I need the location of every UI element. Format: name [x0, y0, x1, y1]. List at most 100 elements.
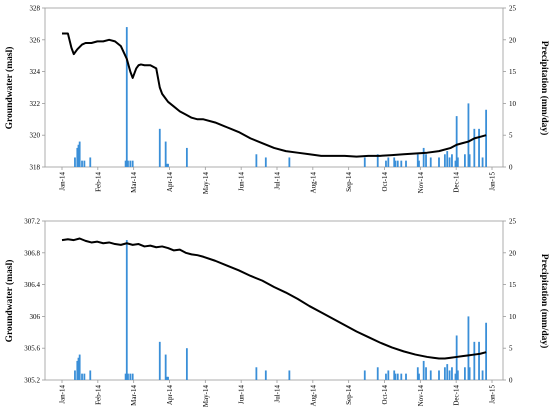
- top-chart-precipitation-bar: [418, 160, 420, 167]
- top-chart-precipitation-bar: [164, 141, 167, 167]
- top-chart-precipitation-bar: [400, 160, 403, 167]
- top-chart-y2-tick-label: 15: [509, 68, 517, 76]
- top-chart-y-tick-label: 328: [30, 5, 41, 13]
- bottom-chart-precipitation-bar: [158, 341, 161, 380]
- bottom-chart-x-tick-label: Aug-14: [309, 385, 317, 407]
- top-chart-precipitation-bar: [422, 147, 425, 167]
- bottom-chart-precipitation-bar: [429, 370, 432, 380]
- top-chart-precipitation-bar: [83, 160, 86, 167]
- bottom-chart-precipitation-bar: [416, 367, 419, 380]
- top-chart-precipitation-bar: [455, 116, 458, 167]
- bottom-chart-x-tick-label: Feb-14: [94, 385, 102, 405]
- bottom-chart-left-axis: 305.2 305.6 306 306.4 306.8 307.2: [24, 218, 45, 385]
- top-chart-y2-label: Precipitation (mm/day): [539, 41, 550, 136]
- bottom-chart-precipitation-bar: [185, 348, 188, 380]
- top-chart-precipitation-bar: [127, 160, 129, 167]
- bottom-chart-precipitation-bar: [78, 354, 81, 380]
- bottom-chart-precipitation-bar: [394, 373, 397, 380]
- bottom-chart-y-tick-label: 305.6: [24, 345, 40, 353]
- bottom-chart-x-tick-label: Oct-14: [381, 385, 389, 405]
- bottom-chart-precipitation-bar: [255, 367, 258, 380]
- top-chart-y2-tick-label: 20: [509, 36, 517, 44]
- top-chart-x-tick-label: Apr-14: [166, 172, 174, 193]
- bottom-chart-precipitation-bar: [376, 367, 379, 380]
- bottom-chart-precipitation-bar: [83, 373, 86, 380]
- top-chart-precipitation-bar: [396, 160, 399, 167]
- bottom-chart-groundwater-line: [61, 237, 487, 360]
- top-chart-x-tick-label: Feb-14: [94, 172, 102, 192]
- top-chart-precipitation-bar: [376, 154, 379, 167]
- top-chart-precipitation-bar: [456, 157, 459, 167]
- bottom-chart-precipitation-bar: [443, 367, 446, 380]
- bottom-chart-x-tick-label: Jul-14: [274, 385, 282, 403]
- top-chart-precipitation-bar: [468, 154, 471, 167]
- bottom-chart-x-tick-label: Sep-14: [345, 385, 353, 405]
- bottom-chart-precipitation-bar: [165, 376, 168, 380]
- bottom-chart-y-label: Groundwater (masl): [4, 260, 15, 343]
- top-chart-precipitation-bar: [464, 154, 466, 167]
- top-chart-precipitation-bar: [167, 163, 169, 167]
- bottom-chart-x-tick-label: Mar-14: [130, 385, 138, 406]
- top-chart-precipitation-bar: [185, 147, 188, 167]
- bottom-chart-precipitation-bar: [76, 360, 79, 380]
- bottom-chart-precipitation-bar: [129, 373, 132, 380]
- top-chart-x-axis: Jan-14 Feb-14 Mar-14 Apr-14 May-14 Jun-14 Jul-…: [59, 167, 497, 194]
- bottom-chart-y2-label: Precipitation (mm/day): [539, 254, 550, 349]
- bottom-chart-precipitation-bar: [467, 316, 470, 380]
- bottom-chart-x-tick-label: Jan-15: [489, 385, 497, 404]
- top-chart-x-tick-label: Jan-14: [59, 172, 67, 191]
- bottom-chart-precipitation-bar: [74, 370, 76, 380]
- top-chart-y2-tick-label: 0: [509, 164, 513, 172]
- top-chart-precipitation-bar: [125, 27, 128, 167]
- bottom-chart-precipitation-bar: [446, 364, 449, 380]
- bottom-chart-plot-area: [44, 220, 504, 381]
- top-chart-precipitation-bar: [89, 157, 92, 167]
- top-chart-x-tick-label: Mar-14: [130, 172, 138, 193]
- top-chart-y2-tick-label: 5: [509, 132, 513, 140]
- bottom-chart-precipitation-bar: [464, 367, 466, 380]
- bottom-chart-y-tick-label: 306: [30, 313, 41, 321]
- top-chart-precipitation-bar: [478, 128, 480, 167]
- top-chart-x-tick-label: May-14: [202, 172, 210, 195]
- top-chart-precipitation-bar: [425, 154, 427, 167]
- top-chart: 318 320 322 324 326 328 0 5 10 15 20 25 Jan-14 Feb-…: [4, 5, 550, 195]
- bottom-chart-precipitation-bar: [131, 373, 134, 380]
- top-chart-precipitation-bar: [451, 154, 453, 167]
- top-chart-precipitation-bar: [255, 154, 258, 167]
- top-chart-precipitation-bar: [385, 160, 387, 167]
- bottom-chart-precipitation-bar: [418, 373, 420, 380]
- top-chart-precipitation-bar: [448, 157, 451, 167]
- top-chart-precipitation-bar: [288, 157, 291, 167]
- top-chart-precipitation-bar: [74, 157, 76, 167]
- bottom-chart-y2-tick-label: 0: [509, 377, 513, 385]
- top-chart-precipitation-bar: [393, 157, 396, 167]
- top-chart-x-tick-label: Oct-14: [381, 172, 389, 192]
- bottom-chart-precipitation-bar: [164, 354, 167, 380]
- top-chart-precipitation-bar: [443, 154, 446, 167]
- bottom-chart-precipitation-bar: [481, 370, 484, 380]
- bottom-chart-precipitation-bar: [468, 367, 471, 380]
- top-chart-precipitation-bar: [124, 160, 127, 167]
- top-chart-precipitation-bar: [454, 160, 457, 167]
- top-chart-precipitation-bar: [429, 157, 432, 167]
- top-chart-precipitation-bar: [78, 141, 81, 167]
- top-chart-x-tick-label: Jan-15: [489, 172, 497, 191]
- bottom-chart-precipitation-bar: [422, 360, 425, 380]
- bottom-chart-precipitation-bar: [454, 373, 457, 380]
- top-chart-y2-tick-label: 25: [509, 5, 517, 13]
- top-chart-precipitation-bar: [264, 157, 267, 167]
- bottom-chart-precipitation-bar: [264, 370, 267, 380]
- top-chart-precipitation-series: [74, 27, 488, 167]
- top-chart-precipitation-bar: [446, 151, 449, 167]
- bottom-chart-precipitation-bar: [387, 370, 390, 380]
- top-chart-precipitation-bar: [81, 160, 83, 167]
- top-chart-y2-tick-label: 10: [509, 100, 517, 108]
- bottom-chart-x-tick-label: Jan-14: [59, 385, 67, 404]
- bottom-chart-precipitation-bar: [77, 357, 80, 380]
- top-chart-x-tick-label: Sep-14: [345, 172, 353, 192]
- bottom-chart-precipitation-bar: [89, 370, 92, 380]
- top-chart-precipitation-bar: [405, 160, 407, 167]
- top-chart-plot-area: [44, 7, 504, 168]
- top-chart-groundwater-line: [62, 32, 487, 158]
